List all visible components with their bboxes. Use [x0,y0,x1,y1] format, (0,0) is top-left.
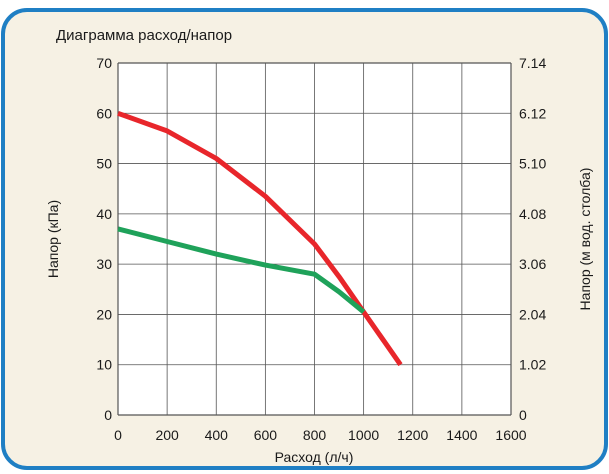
x-tick-label: 200 [155,427,179,443]
y-tick-label-right: 7.14 [519,55,546,71]
x-tick-label: 800 [303,427,327,443]
y-tick-label-left: 20 [96,306,112,322]
y-tick-label-left: 0 [104,407,112,423]
x-tick-label: 1000 [348,427,379,443]
y-axis-title-right: Напор (м вод. столба) [577,168,593,311]
y-tick-label-right: 6.12 [519,105,546,121]
y-tick-label-left: 10 [96,357,112,373]
series-line-green [117,226,366,314]
y-tick-label-left: 70 [96,55,112,71]
y-tick-label-right: 3.06 [519,256,546,272]
x-tick-label: 400 [205,427,229,443]
y-tick-label-left: 40 [96,206,112,222]
y-tick-label-left: 50 [96,156,112,172]
y-tick-label-right: 2.04 [519,306,546,322]
x-tick-label: 600 [254,427,278,443]
y-tick-label-right: 1.02 [519,357,546,373]
x-tick-label: 1200 [397,427,428,443]
x-tick-label: 1600 [495,427,526,443]
x-tick-label: 0 [114,427,122,443]
y-tick-label-left: 60 [96,105,112,121]
x-tick-label: 1400 [446,427,477,443]
series-lines [117,110,403,367]
x-axis-title: Расход (л/ч) [275,449,354,465]
grid-lines [117,62,512,416]
y-axis-title-left: Напор (кПа) [45,200,61,278]
y-tick-label-left: 30 [96,256,112,272]
chart-title: Диаграмма расход/напор [56,27,232,44]
y-tick-label-right: 0 [519,407,527,423]
y-tick-label-right: 5.10 [519,156,546,172]
y-tick-label-right: 4.08 [519,206,546,222]
